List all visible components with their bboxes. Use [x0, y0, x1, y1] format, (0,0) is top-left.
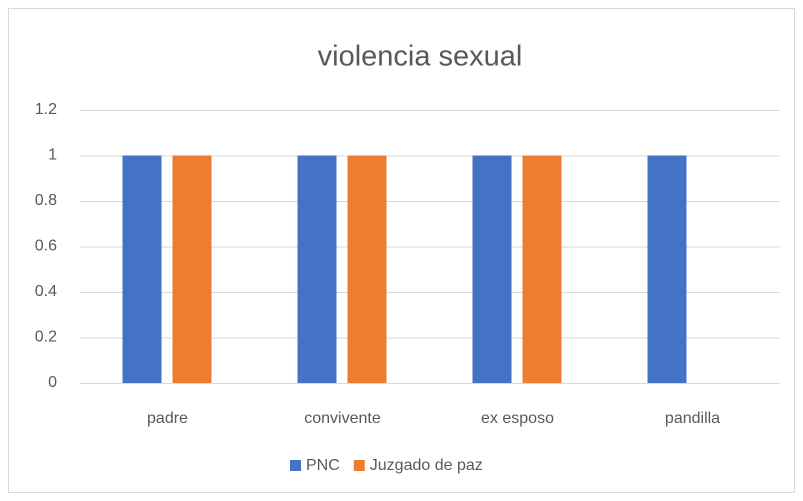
y-tick-label: 1.2	[35, 101, 57, 118]
y-tick-label: 0	[48, 374, 57, 391]
bar	[522, 155, 562, 383]
x-tick-label: ex esposo	[481, 410, 554, 427]
bar	[122, 155, 162, 383]
legend-swatch	[290, 460, 301, 471]
x-tick-label: pandilla	[665, 410, 720, 427]
chart-title: violencia sexual	[318, 41, 523, 73]
x-tick-label: padre	[147, 410, 188, 427]
bar	[472, 155, 512, 383]
legend-swatch	[353, 460, 365, 471]
x-tick-label: convivente	[304, 410, 381, 427]
legend-label: Juzgado de paz	[370, 457, 483, 474]
y-tick-label: 0.4	[35, 283, 57, 300]
bar	[647, 155, 687, 383]
y-tick-label: 1	[48, 147, 57, 164]
y-tick-label: 0.6	[35, 238, 57, 255]
bar	[172, 155, 212, 383]
y-tick-label: 0.2	[35, 329, 57, 346]
bar	[297, 155, 337, 383]
legend-label: PNC	[306, 457, 340, 474]
y-tick-label: 0.8	[35, 192, 57, 209]
bar	[347, 155, 387, 383]
